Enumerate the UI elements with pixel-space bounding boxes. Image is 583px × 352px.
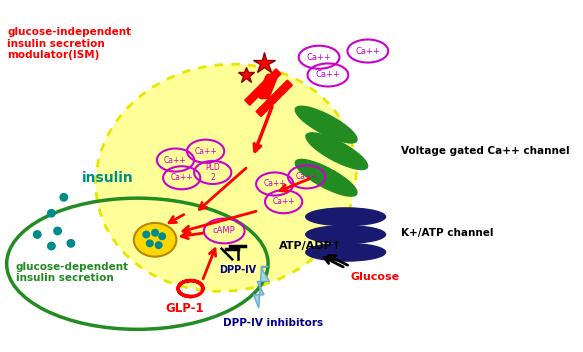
Text: Ca++: Ca++: [170, 173, 193, 182]
Text: DPP-IV inhibitors: DPP-IV inhibitors: [223, 319, 323, 328]
Ellipse shape: [96, 64, 356, 291]
Circle shape: [59, 193, 68, 202]
Polygon shape: [256, 80, 292, 117]
Text: ATP/ADP↑: ATP/ADP↑: [279, 241, 342, 251]
Circle shape: [146, 239, 154, 247]
Text: cAMP: cAMP: [213, 226, 236, 235]
Text: glucose-dependent
insulin secretion: glucose-dependent insulin secretion: [16, 262, 129, 283]
Ellipse shape: [296, 106, 357, 143]
Text: Ca++: Ca++: [315, 70, 340, 80]
Circle shape: [33, 230, 41, 239]
Ellipse shape: [306, 133, 368, 170]
Text: Ca++: Ca++: [295, 172, 318, 181]
Text: Ca++: Ca++: [356, 46, 380, 56]
Circle shape: [53, 227, 62, 235]
Circle shape: [66, 239, 75, 248]
Text: Ca++: Ca++: [264, 180, 286, 188]
Text: DPP-IV: DPP-IV: [219, 265, 256, 275]
Polygon shape: [254, 266, 269, 308]
Ellipse shape: [305, 226, 385, 243]
Ellipse shape: [134, 223, 177, 257]
Text: Ca++: Ca++: [272, 197, 295, 206]
Ellipse shape: [296, 159, 357, 196]
Text: Ca++: Ca++: [307, 53, 332, 62]
Circle shape: [142, 231, 150, 239]
Polygon shape: [245, 69, 281, 105]
Text: glucose-independent
insulin secretion
modulator(ISM): glucose-independent insulin secretion mo…: [7, 27, 131, 60]
Circle shape: [158, 232, 166, 240]
Text: insulin: insulin: [82, 171, 134, 185]
Text: Glucose: Glucose: [350, 272, 399, 282]
Circle shape: [47, 241, 56, 250]
Text: Ca++: Ca++: [194, 147, 217, 156]
Text: K+/ATP channel: K+/ATP channel: [401, 228, 493, 238]
Circle shape: [47, 209, 56, 218]
Text: Ca++: Ca++: [164, 156, 187, 164]
Ellipse shape: [305, 208, 385, 226]
Circle shape: [151, 229, 159, 237]
Text: GLP-1: GLP-1: [165, 302, 203, 315]
Text: PLD
2: PLD 2: [205, 163, 220, 182]
Circle shape: [154, 241, 163, 249]
Ellipse shape: [305, 243, 385, 261]
Text: Voltage gated Ca++ channel: Voltage gated Ca++ channel: [401, 146, 569, 156]
